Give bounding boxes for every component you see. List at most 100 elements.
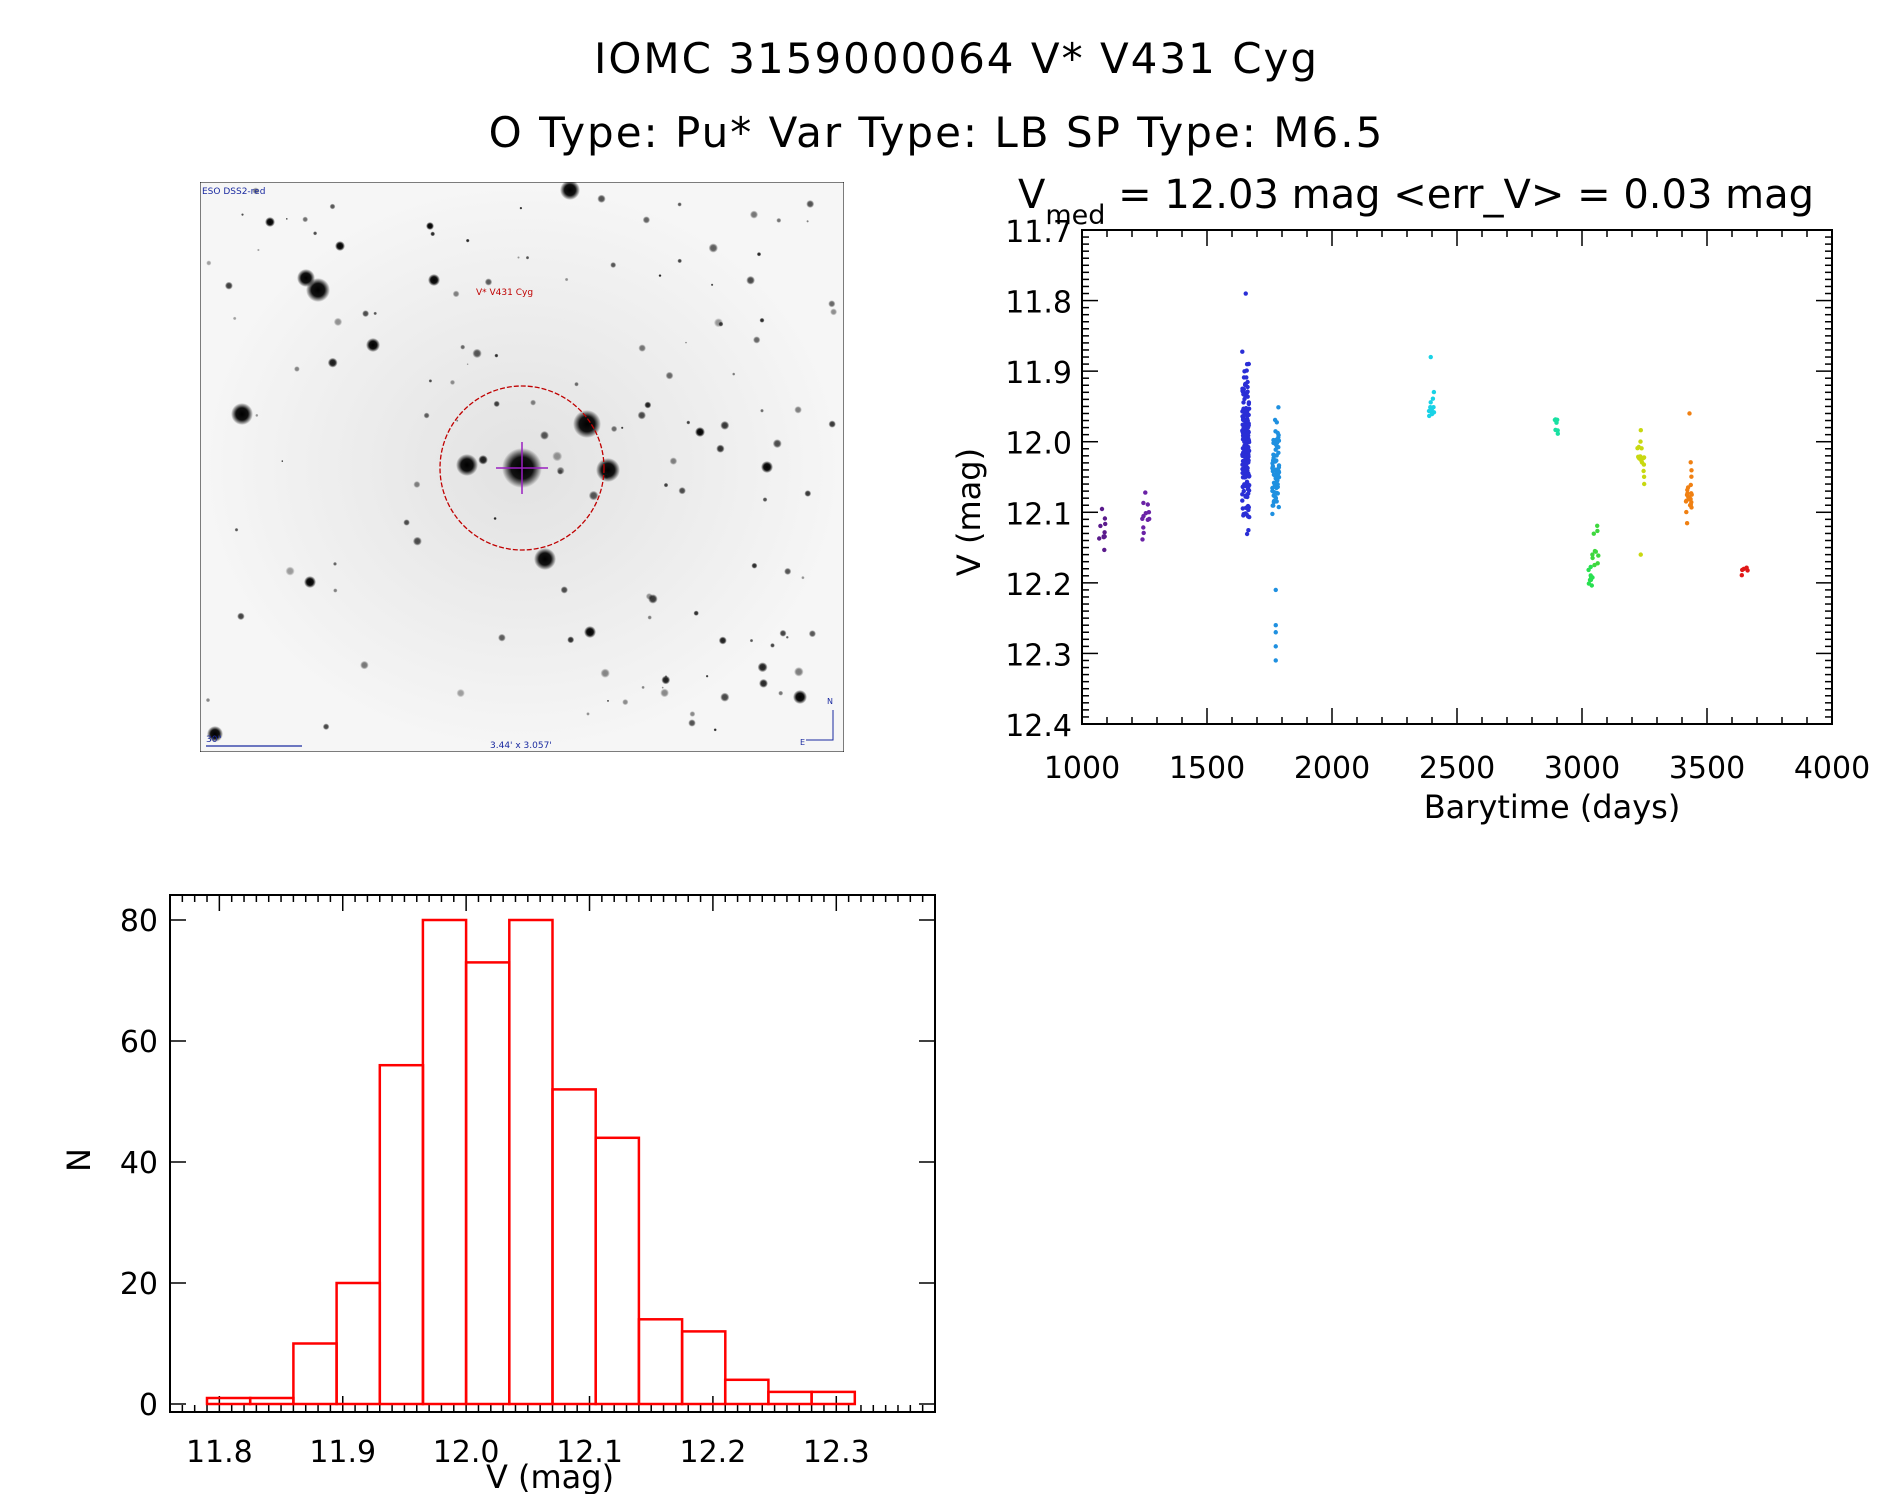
sky-star: [322, 723, 330, 730]
data-point: [1246, 412, 1251, 418]
sky-star: [761, 461, 773, 473]
data-point: [1429, 411, 1435, 417]
data-point: [1428, 354, 1433, 360]
sky-star: [600, 668, 610, 678]
hist-y-tick-label: 0: [139, 1388, 158, 1423]
sky-star: [665, 371, 674, 380]
sky-star: [663, 482, 669, 488]
data-point: [1638, 552, 1643, 557]
data-point: [1554, 420, 1559, 425]
y-tick-label: 11.8: [1005, 286, 1072, 321]
sky-star: [552, 451, 563, 462]
sky-star: [644, 401, 652, 409]
data-point: [1274, 444, 1280, 449]
sky-star: [257, 248, 260, 252]
sky-star: [586, 712, 590, 716]
data-point: [1555, 431, 1561, 436]
hist-x-tick-label: 12.3: [803, 1435, 870, 1470]
sky-star: [207, 726, 223, 742]
light-curve-title: Vmed = 12.03 mag <err_V> = 0.03 mag: [1018, 172, 1814, 231]
histogram-bar: [292, 1342, 338, 1406]
data-point: [1270, 503, 1275, 508]
data-point: [1275, 491, 1281, 496]
light-curve-group: [1240, 291, 1252, 537]
y-tick-label: 12.4: [1005, 709, 1072, 744]
data-point: [1641, 474, 1647, 479]
sky-star: [678, 487, 686, 495]
data-point: [1273, 630, 1278, 635]
sky-star: [828, 420, 836, 428]
x-tick-label: 1000: [1044, 751, 1120, 786]
sky-star: [460, 344, 466, 350]
x-tick-label: 1500: [1169, 751, 1245, 786]
histogram-bar: [637, 1318, 684, 1406]
histogram-bar: [205, 1396, 252, 1406]
light-curve-group: [1552, 417, 1561, 436]
sky-star: [237, 612, 245, 621]
data-point: [1595, 523, 1600, 528]
data-point: [1147, 516, 1152, 522]
sky-star: [206, 260, 212, 266]
data-point: [1687, 496, 1692, 502]
survey-label: ESO DSS2-red: [202, 187, 265, 197]
sky-stars: [205, 182, 838, 742]
sky-star: [449, 379, 456, 385]
data-point: [1591, 531, 1597, 536]
data-point: [1246, 528, 1251, 533]
sky-star: [584, 626, 596, 638]
data-point: [1270, 511, 1275, 517]
sky-star: [705, 674, 709, 678]
sky-star: [647, 615, 652, 620]
sky-star: [327, 357, 338, 368]
data-point: [1586, 567, 1591, 573]
sky-star: [779, 629, 787, 637]
data-point: [1241, 424, 1247, 430]
light-curve-group: [1140, 490, 1152, 542]
sky-star: [498, 633, 506, 642]
data-point: [1276, 504, 1282, 510]
sky-star: [232, 316, 237, 321]
data-point: [1641, 455, 1647, 460]
x-tick-label: 4000: [1794, 751, 1870, 786]
data-point: [1141, 500, 1146, 506]
sky-star: [265, 217, 275, 227]
north-label: N: [827, 697, 833, 706]
data-point: [1240, 498, 1245, 503]
sky-star: [423, 412, 430, 419]
sky-star: [660, 688, 669, 698]
sky-star: [564, 277, 569, 282]
sky-star: [685, 341, 687, 344]
hist-y-tick-label: 80: [120, 904, 158, 939]
title-subscript: med: [1045, 200, 1105, 231]
sky-star: [297, 269, 315, 287]
sky-star: [713, 318, 724, 328]
sky-star: [430, 231, 436, 237]
sky-star: [669, 457, 678, 465]
sky-star: [597, 194, 606, 203]
sky-star: [778, 690, 784, 696]
histogram-bar: [378, 1063, 425, 1406]
data-point: [1687, 411, 1692, 416]
data-point: [1555, 428, 1560, 433]
scale-label: 30": [206, 735, 222, 745]
sky-star: [760, 408, 764, 413]
sky-star: [720, 420, 730, 430]
data-point: [1246, 454, 1251, 459]
histogram-bar: [335, 1281, 382, 1406]
sky-star: [281, 460, 284, 463]
sky-star: [610, 425, 618, 433]
data-point: [1276, 465, 1282, 470]
data-point: [1595, 528, 1600, 534]
sky-star: [713, 728, 717, 732]
data-point: [1273, 495, 1279, 501]
sky-star: [412, 536, 422, 546]
light-curve-ylabel: V (mag): [950, 448, 988, 576]
histogram-bar: [464, 961, 511, 1406]
sky-star: [793, 690, 807, 704]
light-curve-group: [1590, 523, 1601, 568]
sky-star: [403, 519, 410, 526]
sky-star: [638, 344, 646, 352]
sky-star: [456, 688, 465, 698]
sky-star: [530, 399, 537, 406]
sky-star: [525, 255, 530, 260]
